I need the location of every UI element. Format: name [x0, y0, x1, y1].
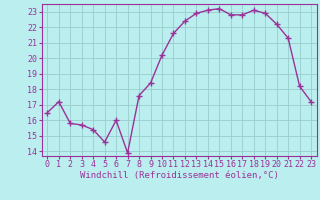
X-axis label: Windchill (Refroidissement éolien,°C): Windchill (Refroidissement éolien,°C) — [80, 171, 279, 180]
